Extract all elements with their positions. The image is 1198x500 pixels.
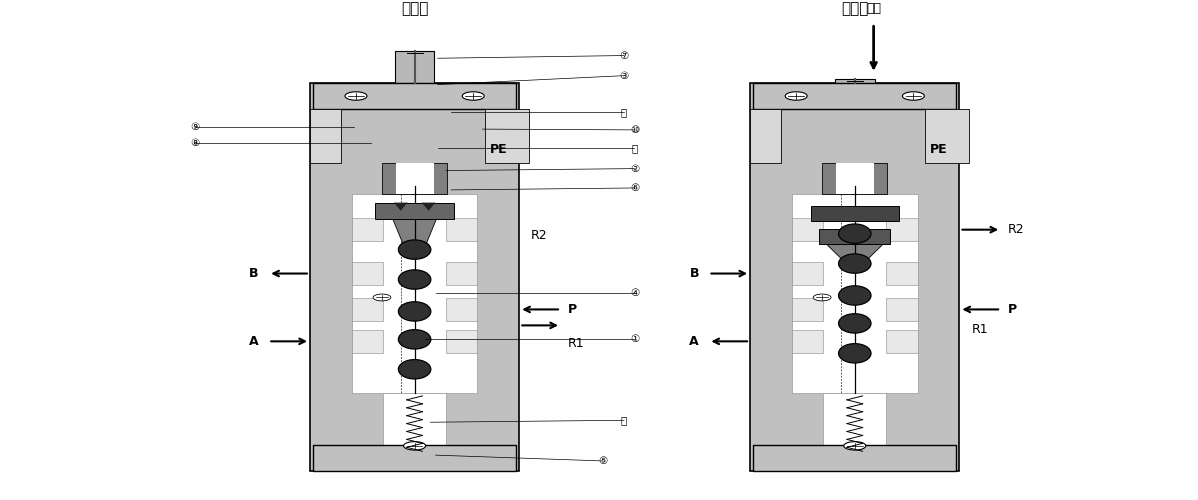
Text: A: A xyxy=(249,335,259,348)
Bar xyxy=(446,262,478,285)
Text: A: A xyxy=(689,335,698,348)
Bar xyxy=(750,108,781,163)
Text: ②: ② xyxy=(630,164,639,173)
Ellipse shape xyxy=(399,302,431,321)
Bar xyxy=(836,163,873,194)
Text: PE: PE xyxy=(490,142,508,156)
Text: PE: PE xyxy=(930,142,948,156)
Bar xyxy=(925,108,969,163)
Text: ⑩: ⑩ xyxy=(630,125,639,135)
Text: ⑤: ⑤ xyxy=(599,456,607,466)
Bar xyxy=(394,50,435,84)
Text: ⑦: ⑦ xyxy=(619,50,629,60)
Bar xyxy=(822,163,888,194)
Text: R2: R2 xyxy=(1009,223,1024,236)
Bar xyxy=(792,194,918,393)
Bar xyxy=(352,330,383,352)
Text: ⑪: ⑪ xyxy=(631,144,637,154)
Polygon shape xyxy=(393,219,436,246)
Bar xyxy=(352,194,478,393)
Text: P: P xyxy=(568,303,577,316)
Bar xyxy=(819,230,890,244)
Text: ⑨: ⑨ xyxy=(190,122,199,132)
Bar xyxy=(310,108,341,163)
Circle shape xyxy=(902,92,925,100)
Bar xyxy=(792,298,823,320)
Bar xyxy=(446,298,478,320)
Bar xyxy=(313,446,516,470)
Bar xyxy=(887,330,918,352)
Text: R2: R2 xyxy=(531,229,547,242)
Bar xyxy=(485,108,528,163)
Circle shape xyxy=(345,92,367,100)
Text: ⑥: ⑥ xyxy=(630,183,639,193)
Text: 復帰時: 復帰時 xyxy=(401,0,429,16)
Bar xyxy=(352,218,383,241)
Bar xyxy=(835,79,875,84)
Text: P: P xyxy=(1009,303,1017,316)
Bar xyxy=(313,84,516,108)
Bar xyxy=(395,163,434,194)
Text: R1: R1 xyxy=(568,337,585,350)
Text: 作動時: 作動時 xyxy=(841,0,869,16)
Polygon shape xyxy=(422,202,435,210)
Bar xyxy=(792,218,823,241)
Text: R1: R1 xyxy=(972,323,988,336)
Text: ④: ④ xyxy=(630,288,639,298)
Ellipse shape xyxy=(399,360,431,379)
Bar xyxy=(811,206,898,221)
Polygon shape xyxy=(394,202,407,210)
Text: ⑧: ⑧ xyxy=(190,138,199,148)
Text: ⑫: ⑫ xyxy=(621,108,627,118)
Circle shape xyxy=(785,92,807,100)
Text: 外力: 外力 xyxy=(866,2,881,15)
Text: B: B xyxy=(689,267,698,280)
Bar xyxy=(887,218,918,241)
Circle shape xyxy=(843,442,866,450)
Text: ①: ① xyxy=(630,334,639,344)
Bar xyxy=(375,202,454,219)
Polygon shape xyxy=(827,244,883,260)
Bar xyxy=(754,446,956,470)
Ellipse shape xyxy=(399,240,431,260)
Bar xyxy=(352,298,383,320)
Ellipse shape xyxy=(399,270,431,289)
Ellipse shape xyxy=(399,330,431,349)
Ellipse shape xyxy=(839,314,871,333)
Bar xyxy=(383,393,446,454)
Bar xyxy=(887,262,918,285)
Bar xyxy=(750,84,960,470)
Ellipse shape xyxy=(839,224,871,244)
Bar xyxy=(792,262,823,285)
Circle shape xyxy=(404,442,425,450)
Circle shape xyxy=(373,294,391,301)
Bar xyxy=(887,298,918,320)
Bar xyxy=(446,330,478,352)
Text: B: B xyxy=(249,267,259,280)
Ellipse shape xyxy=(839,286,871,305)
Ellipse shape xyxy=(839,344,871,363)
Text: ⑬: ⑬ xyxy=(621,416,627,426)
Bar xyxy=(792,330,823,352)
Circle shape xyxy=(813,294,831,301)
Bar xyxy=(446,218,478,241)
Ellipse shape xyxy=(839,254,871,274)
Bar xyxy=(823,393,887,454)
Text: ③: ③ xyxy=(619,70,629,81)
Bar xyxy=(754,84,956,108)
Bar xyxy=(382,163,447,194)
Bar xyxy=(310,84,519,470)
Bar xyxy=(352,262,383,285)
Circle shape xyxy=(462,92,484,100)
